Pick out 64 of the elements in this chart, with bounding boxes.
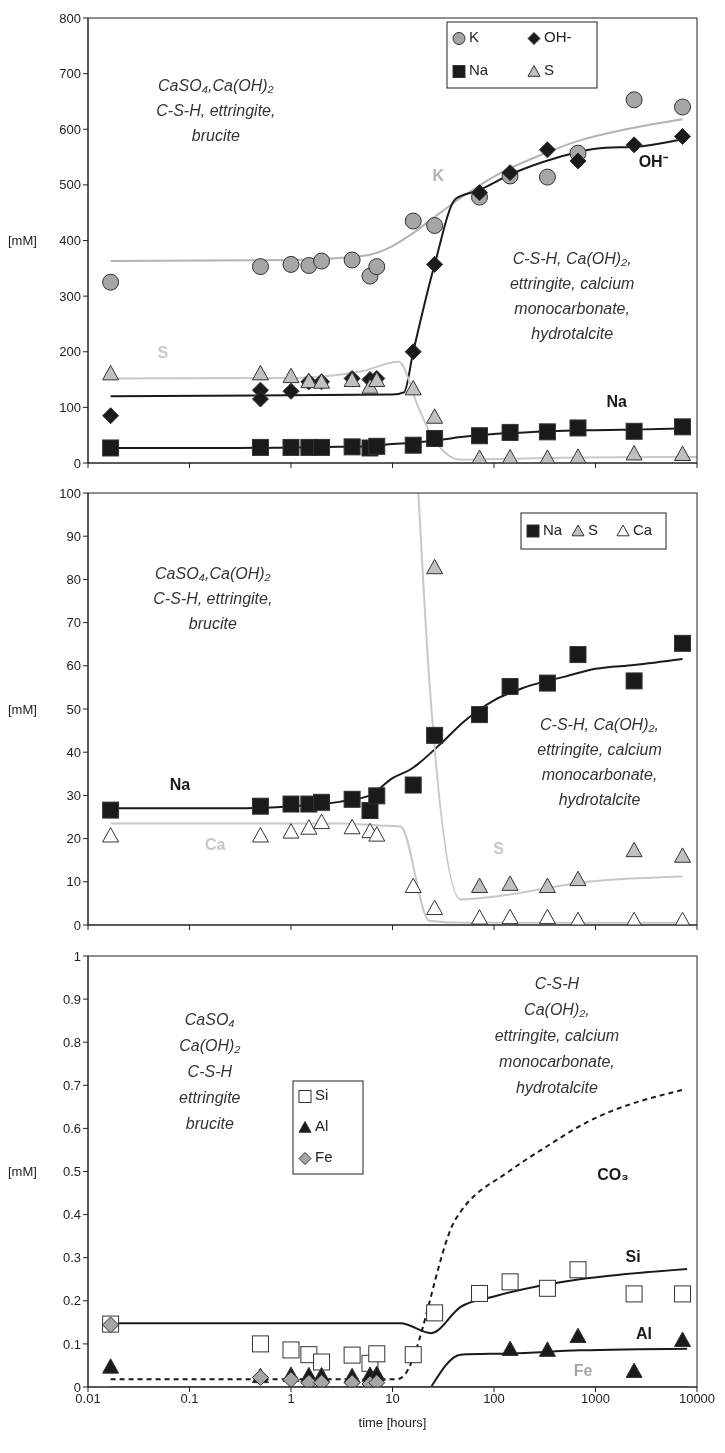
legend-label: Na (543, 520, 563, 538)
y-tick-label: 0.5 (62, 1164, 81, 1180)
y-tick-label: 50 (66, 701, 81, 717)
y-tick-label: 0.2 (62, 1293, 81, 1309)
x-axis-title: time [hours] (358, 1415, 427, 1430)
legend-label: Al (315, 1117, 329, 1135)
y-tick-label: 300 (59, 288, 81, 304)
x-tick-label: 0.1 (180, 1391, 199, 1407)
y-tick-label: 0.8 (62, 1034, 81, 1050)
x-tick-label: 1000 (581, 1391, 610, 1407)
annotation: K (432, 166, 445, 184)
y-tick-label: 10 (66, 874, 81, 890)
y-tick-label: 0.1 (62, 1336, 81, 1352)
legend-label: Na (469, 61, 489, 79)
legend-label: Fe (315, 1148, 333, 1166)
legend-label: OH- (544, 28, 572, 46)
annotation: Al (636, 1324, 653, 1342)
legend-label: S (588, 520, 599, 538)
annotation: C-S-H, Ca(OH)₂, ettringite, calcium monocarbonate, hydrotalcite (509, 250, 635, 343)
annotation: OH⁻ (638, 153, 669, 171)
annotation: CaSO₄ Ca(OH)₂ C-S-H ettringite brucite (179, 1010, 241, 1132)
y-tick-label: 200 (59, 344, 81, 360)
legend-label: Ca (633, 520, 653, 538)
x-tick-label: 1 (287, 1391, 295, 1407)
y-tick-label: 0 (73, 917, 81, 933)
y-tick-label: 100 (59, 485, 81, 501)
y-tick-label: 80 (66, 572, 81, 588)
y-axis-title: [mM] (8, 701, 37, 717)
annotation: CaSO₄,Ca(OH)₂ C-S-H, ettringite, brucite (156, 77, 276, 145)
y-tick-label: 0 (73, 455, 81, 471)
x-tick-label: 10 (385, 1391, 400, 1407)
y-tick-label: 0.7 (62, 1077, 81, 1093)
y-tick-label: 40 (66, 744, 81, 760)
y-tick-label: 400 (59, 233, 81, 249)
annotation: Na (606, 393, 627, 411)
y-tick-label: 500 (59, 177, 81, 193)
y-tick-label: 20 (66, 831, 81, 847)
annotation: C-S-H, Ca(OH)₂, ettringite, calcium monocarbonate, hydrotalcite (537, 715, 662, 808)
y-axis-title: [mM] (8, 233, 37, 249)
y-tick-label: 0.3 (62, 1250, 81, 1266)
y-tick-label: 0.4 (62, 1207, 81, 1223)
y-axis-title: [mM] (8, 1164, 37, 1180)
annotation: CO₃ (597, 1166, 629, 1184)
legend-label: Si (315, 1086, 329, 1104)
y-tick-label: 100 (59, 399, 81, 415)
legend-label: K (469, 28, 480, 46)
annotation: C-S-H Ca(OH)₂, ettringite, calcium monocarbonate, hydrotalcite (494, 975, 620, 1097)
y-tick-label: 0.6 (62, 1121, 81, 1137)
y-tick-label: 1 (73, 948, 81, 964)
annotation: Si (625, 1247, 641, 1265)
y-tick-label: 60 (66, 658, 81, 674)
y-tick-label: 600 (59, 121, 81, 137)
y-tick-label: 70 (66, 615, 81, 631)
x-tick-label: 100 (483, 1391, 505, 1407)
y-tick-label: 30 (66, 788, 81, 804)
legend-label: S (544, 61, 555, 79)
annotation: Na (169, 776, 191, 794)
x-tick-label: 10000 (678, 1391, 716, 1407)
y-tick-label: 800 (59, 10, 81, 26)
y-tick-label: 90 (66, 528, 81, 544)
annotation: CaSO₄,Ca(OH)₂ C-S-H, ettringite, brucite (153, 565, 273, 633)
y-tick-label: 700 (59, 66, 81, 82)
y-tick-label: 0.9 (62, 991, 81, 1007)
annotation: Fe (573, 1362, 593, 1380)
